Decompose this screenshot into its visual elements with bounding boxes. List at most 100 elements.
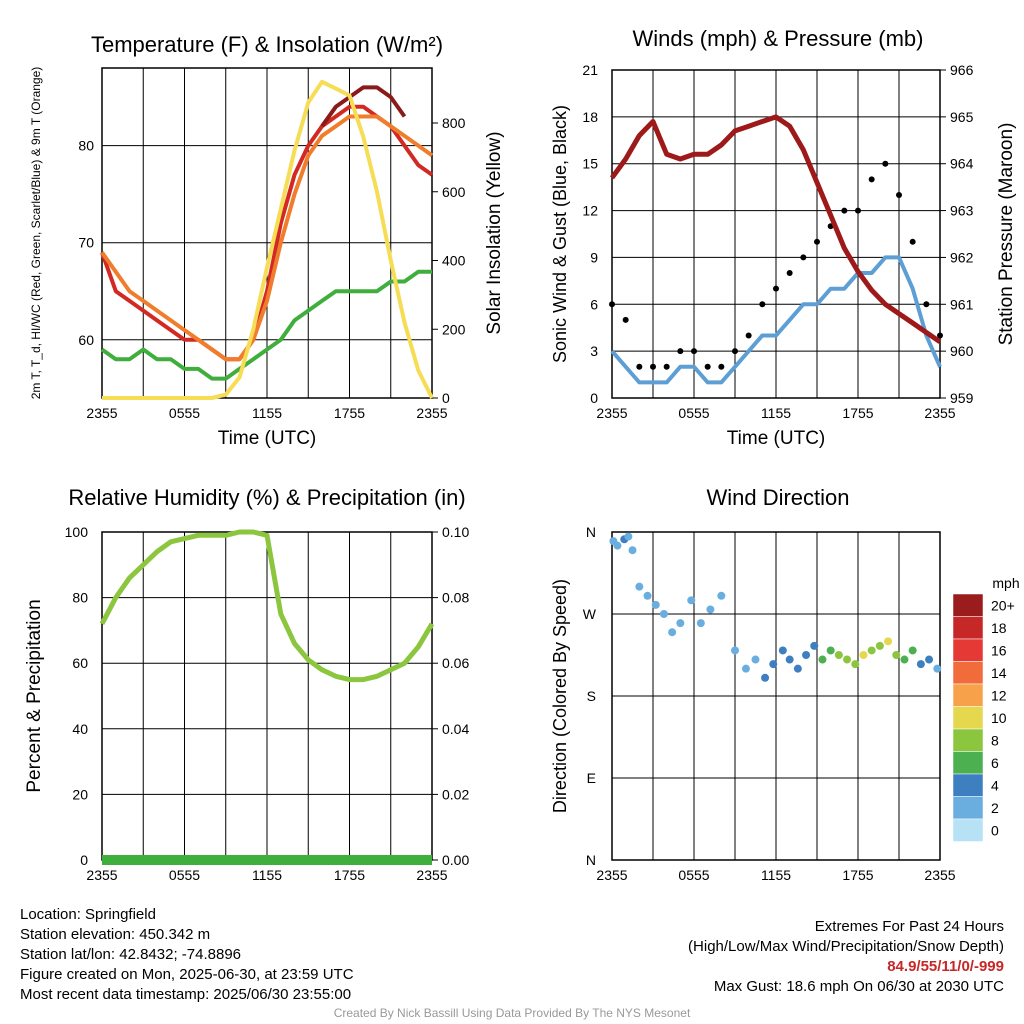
y2-tick-label: 600 [442,184,466,200]
direction-point [785,655,794,664]
y2-tick-label: 0.10 [442,524,469,540]
max-gust: Max Gust: 18.6 mph On 06/30 at 2030 UTC [713,978,1004,995]
station-elevation: Station elevation: 450.342 m [20,926,211,943]
x-tick-label: 1755 [334,867,365,883]
gust-point [609,301,615,308]
direction-point [867,646,876,655]
y-axis-label: Direction (Colored By Speed) [550,579,570,813]
gust-point [909,238,916,245]
y2-axis-label: Solar Insolation (Yellow) [484,131,505,334]
plot-frame [101,67,433,399]
gust-point [937,332,943,339]
gust-point [636,363,643,370]
series-line-pressure [609,114,942,344]
gust-point [663,363,670,370]
y-tick-label: E [587,770,596,786]
y-axis-label: Percent & Precipitation [24,599,45,792]
direction-point [925,655,934,664]
panel-1 [101,67,433,399]
gust-point [759,301,766,308]
legend-swatch [952,706,984,730]
y2-tick-label: 0.08 [442,590,469,606]
direction-point [635,582,644,591]
y2-axis-label: Station Pressure (Maroon) [996,123,1017,346]
series-line-t9 [100,114,434,362]
direction-point [884,637,893,646]
gust-point [732,348,738,355]
x-tick-label: 0555 [678,405,709,421]
legend-label: 12 [991,687,1007,703]
series-line-wc [320,85,407,128]
gust-point [896,191,902,198]
direction-point [696,619,705,628]
direction-point [908,646,917,655]
y-tick-label: 15 [582,156,598,172]
legend-swatch [952,796,984,820]
y2-tick-label: 0.00 [442,852,469,868]
direction-point [741,664,750,673]
chart-title: Relative Humidity (%) & Precipitation (i… [68,485,465,510]
direction-point [778,646,787,655]
extremes-subtitle: (High/Low/Max Wind/Precipitation/Snow De… [688,938,1004,955]
direction-point [668,628,677,637]
x-tick-label: 1155 [761,405,791,421]
recent-timestamp: Most recent data timestamp: 2025/06/30 2… [20,986,352,1003]
y2-tick-label: 964 [950,156,974,172]
gust-point [868,176,875,183]
gust-point [745,332,752,339]
legend-swatch [952,818,984,842]
x-tick-label: 0555 [678,867,709,883]
legend-label: 0 [991,822,999,838]
legend-swatch [952,661,984,685]
direction-point [818,655,827,664]
direction-point [802,651,811,659]
x-tick-label: 0555 [169,405,200,421]
direction-point [859,651,868,659]
x-tick-label: 1155 [252,405,282,421]
legend-swatch [952,773,984,797]
station-location: Location: Springfield [20,906,156,923]
y-tick-label: 9 [590,249,598,265]
legend-swatch [952,638,984,662]
y-tick-label: 21 [582,62,598,78]
x-tick-label: 2355 [86,405,117,421]
direction-point [659,610,668,618]
gust-point [691,348,697,355]
y-tick-label: 70 [78,235,94,251]
direction-point [624,532,633,541]
legend-label: 10 [991,710,1007,726]
series-line-sun [102,79,434,400]
chart-title: Winds (mph) & Pressure (mb) [633,26,924,51]
y-tick-label: N [586,524,596,540]
gust-point [704,363,711,370]
direction-point [651,600,660,609]
chart-title: Temperature (F) & Insolation (W/m²) [91,32,443,57]
direction-point [834,651,843,659]
series-line-rh [99,529,435,683]
credit-line: Created By Nick Bassill Using Data Provi… [333,1006,691,1020]
x-tick-label: 2355 [924,867,955,883]
extremes-title: Extremes For Past 24 Hours [814,918,1004,935]
direction-point [706,605,715,614]
y-tick-label: 60 [72,655,88,671]
legend-label: 18 [991,620,1007,636]
y-tick-label: 6 [590,296,598,312]
x-tick-label: 1755 [842,405,873,421]
y-tick-label: S [587,688,596,704]
legend-label: 6 [991,755,999,771]
direction-point [628,546,637,555]
y-tick-label: 80 [78,138,94,154]
y2-tick-label: 962 [950,249,974,265]
x-tick-label: 1155 [761,867,791,883]
gust-point [923,301,930,308]
x-tick-label: 0555 [169,867,200,883]
direction-point [687,596,696,605]
y-tick-label: 40 [72,721,88,737]
direction-point [751,655,760,664]
y-tick-label: 0 [80,852,88,868]
x-tick-label: 1155 [252,867,282,883]
direction-point [875,641,884,650]
y-tick-label: N [586,852,596,868]
x-axis-label: Time (UTC) [218,428,317,449]
